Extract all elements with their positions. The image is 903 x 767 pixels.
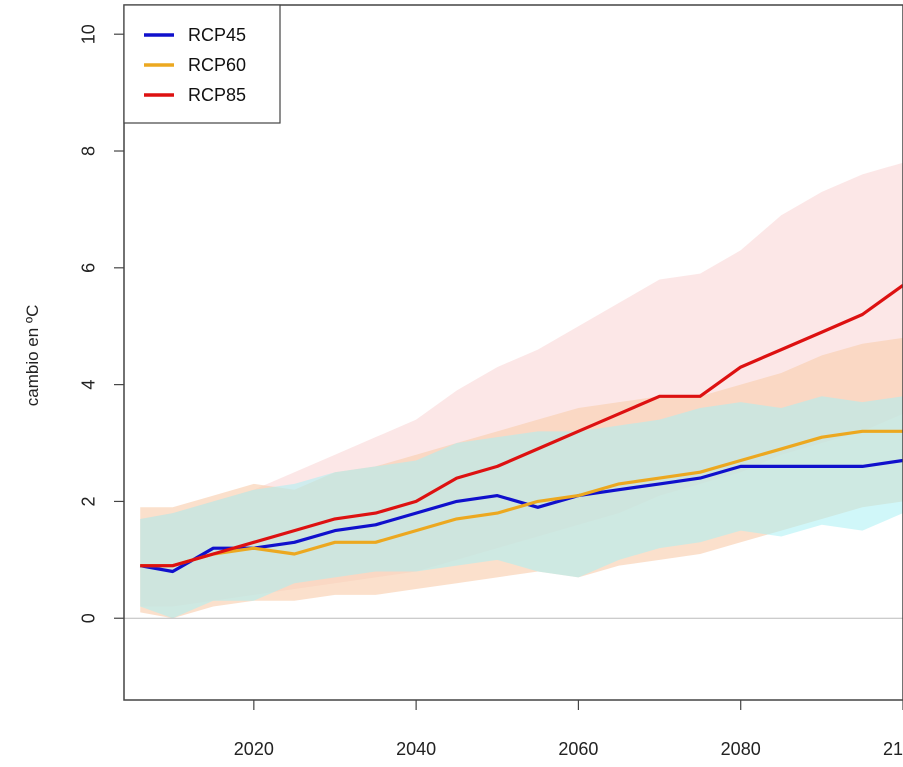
legend: RCP45 RCP60 RCP85 bbox=[123, 4, 281, 124]
legend-label-rcp85: RCP85 bbox=[188, 85, 246, 105]
y-tick-label-2: 2 bbox=[79, 496, 99, 506]
series-line-rcp45 bbox=[139, 458, 903, 574]
y-tick-label-8: 8 bbox=[79, 146, 99, 156]
x-tick-label-2100: 2100 bbox=[883, 739, 903, 759]
series-lines bbox=[139, 284, 903, 574]
y-axis: 0 2 4 6 8 10 bbox=[79, 24, 124, 623]
series-line-rcp60 bbox=[140, 429, 903, 568]
y-tick-label-0: 0 bbox=[79, 613, 99, 623]
x-tick-label-2080: 2080 bbox=[721, 739, 761, 759]
y-tick-label-10: 10 bbox=[79, 24, 99, 44]
y-tick-label-6: 6 bbox=[79, 263, 99, 273]
x-tick-label-2020: 2020 bbox=[234, 739, 274, 759]
x-tick-label-2040: 2040 bbox=[396, 739, 436, 759]
x-axis: 2020 2040 2060 2080 2100 bbox=[234, 700, 903, 759]
legend-label-rcp60: RCP60 bbox=[188, 55, 246, 75]
x-tick-label-2060: 2060 bbox=[558, 739, 598, 759]
legend-label-rcp45: RCP45 bbox=[188, 25, 246, 45]
y-tick-label-4: 4 bbox=[79, 380, 99, 390]
series-line-rcp85 bbox=[140, 284, 903, 568]
plot-frame bbox=[123, 4, 903, 701]
y-axis-title: cambio en ºC bbox=[23, 305, 42, 407]
